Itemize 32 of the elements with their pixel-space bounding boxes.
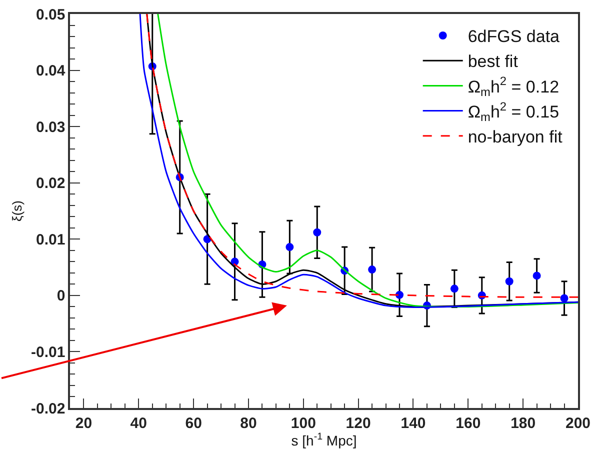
- x-axis-title: s [h$^{-1}$ Mpc]: [291, 432, 357, 449]
- y-tick-label: 0.02: [36, 175, 66, 192]
- legend-label: Ω$_{m}$h$^{2}$ = 0.15: [468, 99, 560, 124]
- point: [450, 284, 458, 293]
- point: [560, 294, 568, 302]
- y-tick-label: 0.05: [36, 6, 66, 24]
- y-tick-label: -0.02: [31, 400, 66, 418]
- legend-label: Ω$_{m}$h$^{2}$ = 0.12: [468, 74, 560, 99]
- point: [313, 228, 322, 236]
- x-tick-label: 180: [510, 414, 536, 432]
- point: [505, 277, 514, 286]
- x-tick-label: 60: [185, 414, 202, 432]
- x-tick-label: 40: [130, 414, 147, 432]
- x-tick-label: 120: [346, 414, 371, 432]
- x-tick-label: 100: [290, 414, 316, 432]
- legend-label: no-baryon fit: [468, 128, 563, 147]
- legend-label: best fit: [468, 52, 518, 72]
- x-tick-label: 160: [456, 414, 481, 432]
- x-tick-label: 140: [400, 414, 426, 432]
- y-tick-label: 0.01: [36, 231, 66, 248]
- y-tick-label: -0.01: [31, 344, 66, 361]
- x-tick-label: 20: [75, 414, 92, 432]
- point: [532, 272, 541, 280]
- legend-label: 6dFGS data: [468, 27, 560, 46]
- y-tick-label: 0: [56, 288, 66, 305]
- y-tick-label: 0.03: [36, 118, 66, 136]
- point: [286, 243, 294, 252]
- y-axis-title: ξ(s): [9, 200, 24, 222]
- x-tick-label: 80: [240, 414, 257, 432]
- x-tick-label: 200: [565, 414, 591, 432]
- y-tick-label: 0.04: [36, 62, 66, 80]
- point: [368, 266, 376, 274]
